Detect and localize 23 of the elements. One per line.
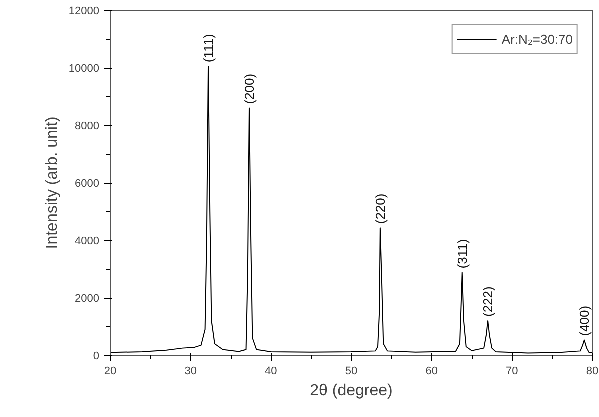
annotation: (220) [372,194,388,224]
y-tick-label: 0 [93,350,100,362]
x-tick-label: 40 [265,366,278,378]
annotation: (222) [480,286,496,317]
y-tick-label: 2000 [75,293,100,305]
annotation: (200) [242,74,257,104]
y-axis-title: Intensity (arb. unit) [44,116,61,250]
annotation: (111) [201,34,216,63]
x-tick-label: 50 [345,366,358,378]
annotation: (311) [454,239,470,269]
x-tick-label: 70 [506,366,518,378]
x-tick-label: 30 [184,366,197,378]
annotation: (400) [576,306,592,336]
x-axis-title: 2θ (degree) [310,382,393,400]
y-tick-label: 6000 [75,178,100,190]
y-tick-label: 8000 [75,120,100,132]
y-tick-label: 10000 [68,63,100,75]
y-tick-label: 4000 [75,236,100,248]
legend-label: Ar:N₂=30:70 [502,32,573,46]
y-tick-label: 12000 [68,6,100,18]
x-tick-label: 60 [426,366,438,378]
x-tick-label: 80 [586,366,599,378]
x-tick-label: 20 [104,366,117,378]
